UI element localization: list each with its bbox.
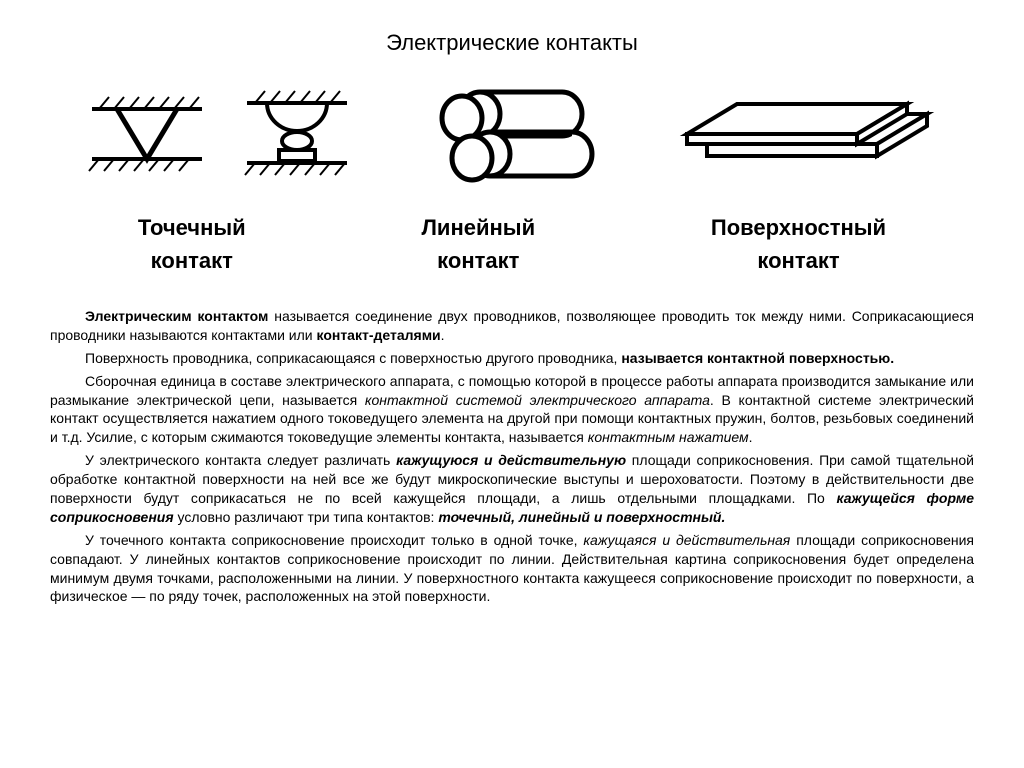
page-title: Электрические контакты bbox=[50, 30, 974, 56]
term-electric-contact: Электрическим контактом bbox=[85, 308, 268, 324]
label-surface: Поверхностныйконтакт bbox=[711, 211, 886, 277]
point-contact-diagram-1 bbox=[87, 91, 207, 181]
surface-contact-diagram bbox=[677, 96, 937, 176]
paragraph-2: Поверхность проводника, соприкасающаяся … bbox=[50, 349, 974, 368]
term-contact-system: контактной системой электрического аппар… bbox=[365, 392, 710, 408]
diagrams-row bbox=[50, 81, 974, 191]
term-contact-surface: называется контактной поверхностью. bbox=[621, 350, 894, 366]
term-apparent-actual-2: кажущаяся и действительная bbox=[583, 532, 790, 548]
point-contact-diagram-2 bbox=[237, 89, 357, 184]
term-contact-details: контакт-деталями bbox=[317, 327, 441, 343]
term-apparent-actual: кажущуюся и действительную bbox=[396, 452, 626, 468]
paragraph-5: У точечного контакта соприкосновение про… bbox=[50, 531, 974, 607]
labels-row: Точечныйконтакт Линейныйконтакт Поверхно… bbox=[50, 211, 974, 277]
linear-contact-diagram bbox=[432, 86, 602, 186]
point-diagrams bbox=[87, 89, 357, 184]
paragraph-1: Электрическим контактом называется соеди… bbox=[50, 307, 974, 345]
label-linear: Линейныйконтакт bbox=[422, 211, 536, 277]
label-point: Точечныйконтакт bbox=[138, 211, 246, 277]
text-body: Электрическим контактом называется соеди… bbox=[50, 307, 974, 606]
paragraph-4: У электрического контакта следует различ… bbox=[50, 451, 974, 527]
paragraph-3: Сборочная единица в составе электрическо… bbox=[50, 372, 974, 448]
term-types: точечный, линейный и поверхностный. bbox=[438, 509, 725, 525]
term-contact-pressure: контактным нажатием bbox=[588, 429, 749, 445]
